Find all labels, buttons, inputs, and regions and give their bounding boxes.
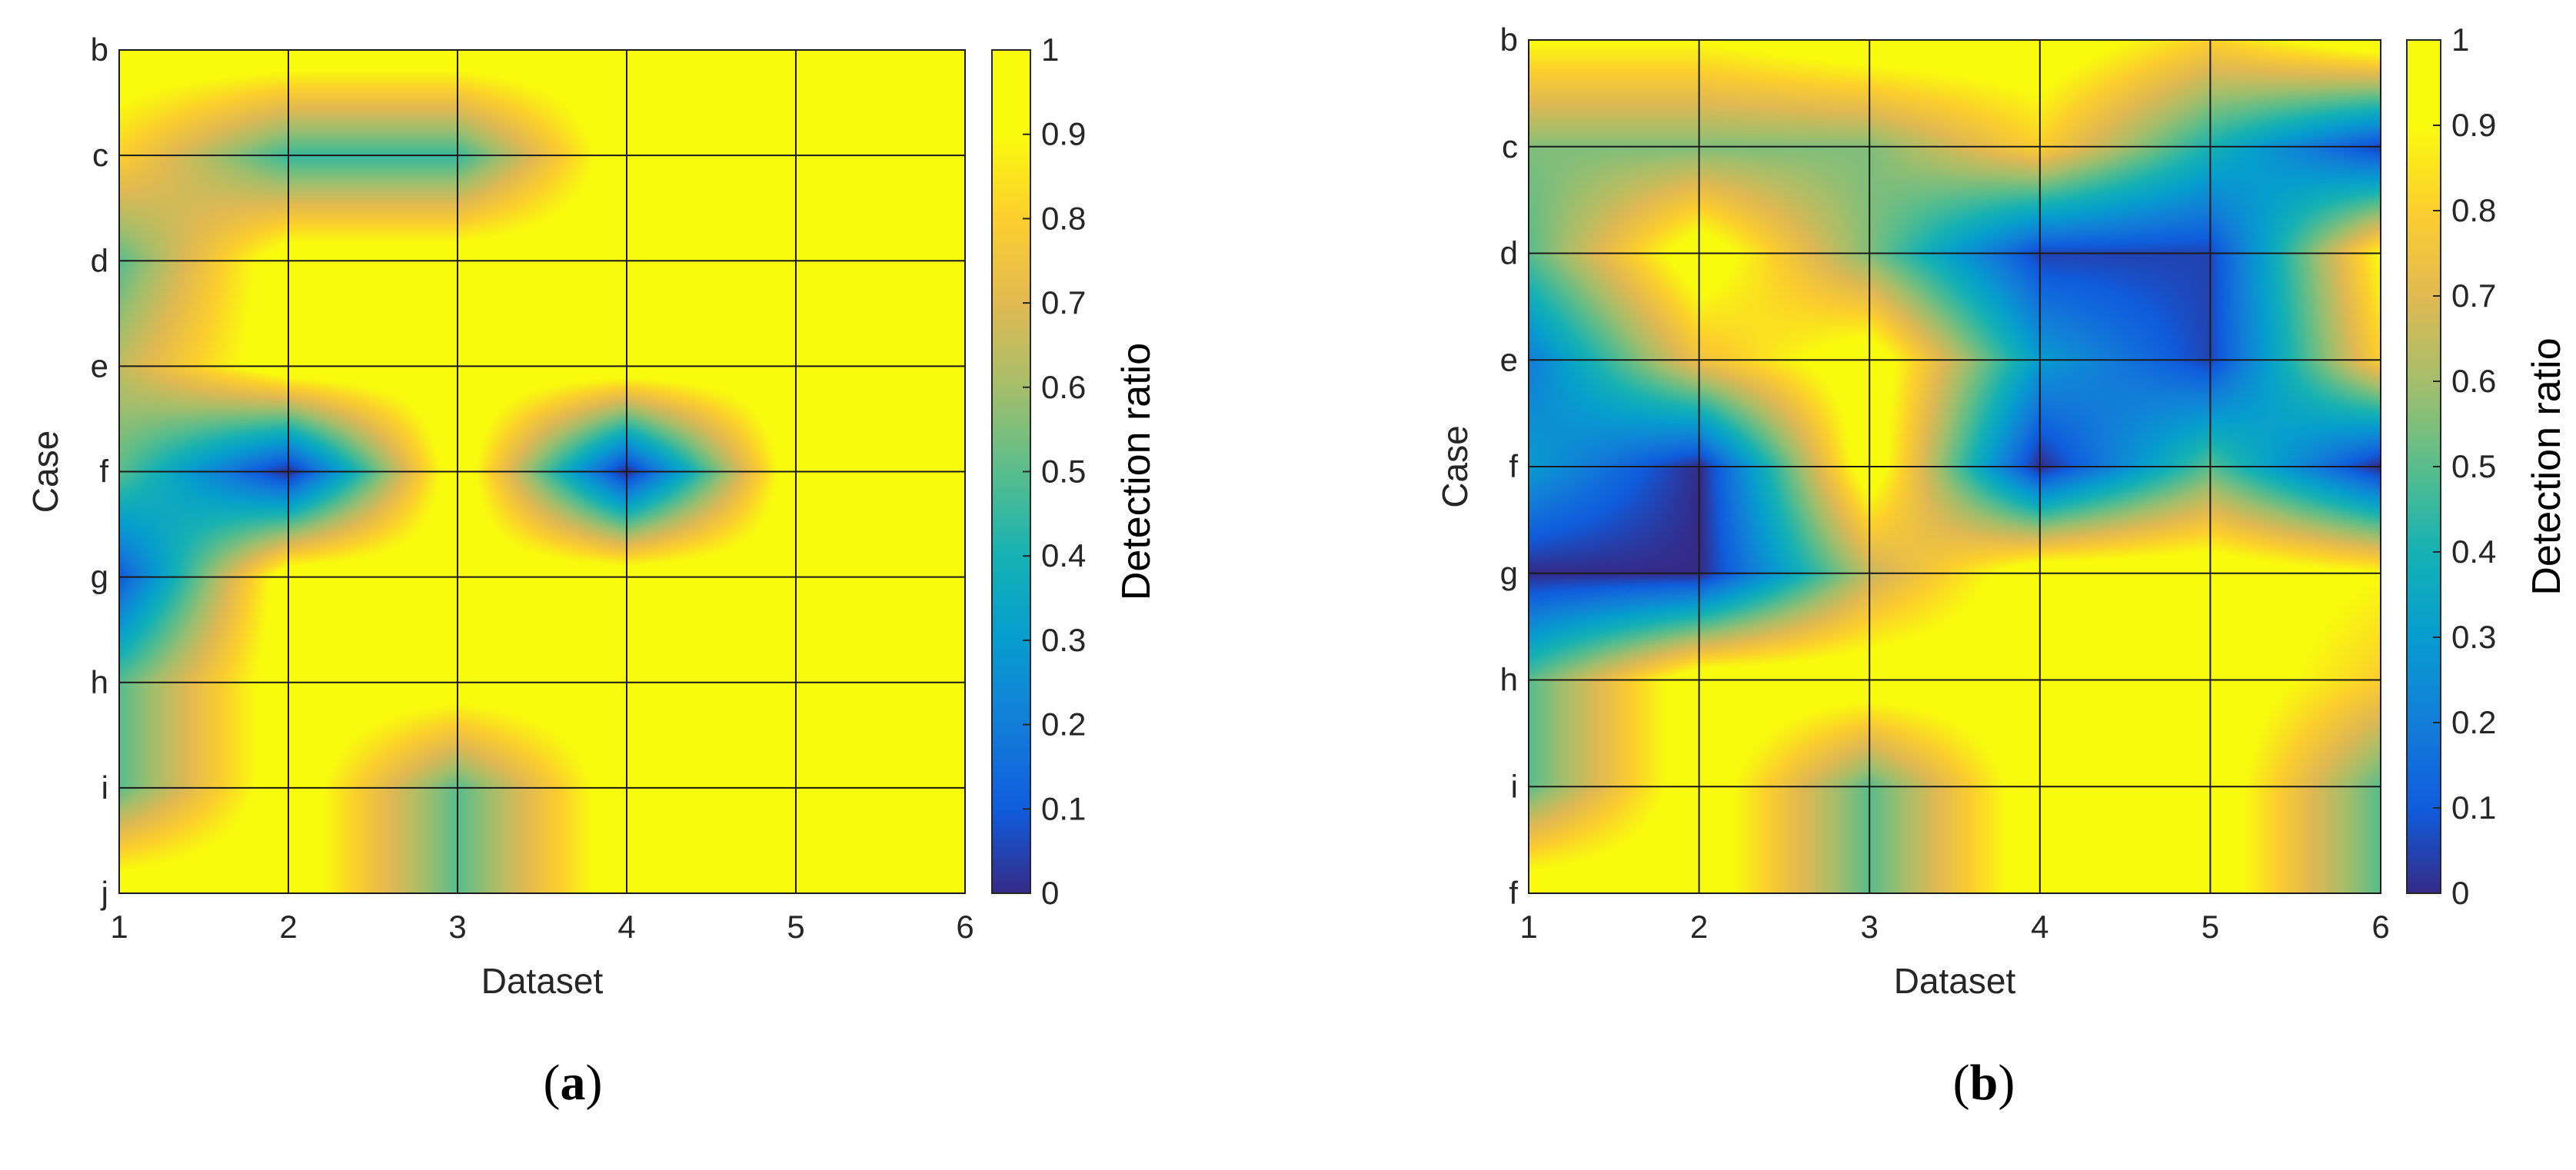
colorbar-tick-label: 0.8: [1041, 200, 1086, 236]
colorbar-tick-label: 0.2: [1041, 706, 1086, 743]
y-tick-label: f: [99, 454, 108, 490]
x-axis-label: Dataset: [1894, 961, 2016, 1001]
x-tick-label: 2: [279, 909, 297, 945]
heatmap-panel-b: 1 2 3 4 5 6 b c d e f g h i f Dataset Case 0 0.1 0.2 0.3 0.4 0…: [1435, 22, 2569, 1111]
x-tick-label: 4: [2031, 909, 2048, 945]
y-tick-label: f: [1509, 875, 1518, 911]
y-tick-label: d: [91, 242, 108, 278]
x-tick-label: 4: [617, 909, 635, 945]
x-tick-label: 5: [2202, 909, 2219, 945]
x-tick-label: 6: [2371, 909, 2389, 945]
x-tick-label: 1: [110, 909, 128, 945]
colorbar-tick-label: 0.7: [1041, 284, 1086, 321]
plot-frame: [1528, 39, 2381, 894]
y-tick-label: b: [91, 32, 108, 68]
panel-label: (a): [544, 1055, 603, 1111]
x-axis-label: Dataset: [481, 961, 604, 1001]
colorbar-tick-label: 0: [1041, 875, 1059, 911]
colorbar-tick-label: 0.2: [2451, 704, 2496, 740]
x-tick-label: 5: [787, 909, 804, 945]
y-tick-label: f: [1509, 448, 1518, 484]
colorbar-tick-label: 1: [1041, 32, 1059, 68]
colorbar-tick-label: 0: [2451, 875, 2469, 911]
colorbar-tick-label: 0.6: [1041, 369, 1086, 405]
y-tick-label: c: [92, 137, 108, 173]
y-tick-label: j: [100, 875, 108, 911]
y-tick-label: e: [1500, 341, 1518, 377]
y-tick-label: i: [1511, 768, 1518, 804]
colorbar-tick-label: 1: [2451, 22, 2469, 58]
colorbar-tick-label: 0.4: [1041, 537, 1086, 573]
x-tick-label: 2: [1690, 909, 1708, 945]
colorbar-tick-label: 0.9: [1041, 116, 1086, 152]
y-tick-label: i: [102, 769, 108, 806]
y-tick-label: g: [91, 559, 108, 595]
colorbar-tick-label: 0.5: [2451, 448, 2496, 484]
colorbar-tick-label: 0.3: [2451, 619, 2496, 655]
y-tick-label: h: [91, 664, 108, 700]
x-tick-label: 1: [1519, 909, 1537, 945]
colorbar-tick-label: 0.9: [2451, 107, 2496, 143]
colorbar-tick-label: 0.1: [1041, 790, 1086, 826]
y-tick-label: g: [1500, 555, 1518, 591]
colorbar-tick-label: 0.5: [1041, 454, 1086, 490]
colorbar-tick-label: 0.4: [2451, 533, 2496, 570]
x-tick-label: 3: [448, 909, 466, 945]
y-tick-label: h: [1500, 662, 1518, 698]
y-tick-label: c: [1502, 128, 1518, 165]
x-tick-label: 6: [956, 909, 973, 945]
panel-label: (b): [1953, 1055, 2015, 1111]
y-axis-label: Case: [1435, 425, 1475, 507]
colorbar-tick-label: 0.7: [2451, 278, 2496, 314]
colorbar-label: Detection ratio: [1114, 343, 1159, 600]
y-tick-label: d: [1500, 235, 1518, 271]
x-tick-label: 3: [1861, 909, 1879, 945]
colorbar-label: Detection ratio: [2524, 337, 2569, 595]
y-axis-label: Case: [25, 430, 65, 513]
y-tick-label: b: [1500, 22, 1518, 58]
y-tick-label: e: [91, 347, 108, 384]
colorbar-tick-label: 0.6: [2451, 363, 2496, 399]
colorbar-tick-label: 0.8: [2451, 192, 2496, 228]
colorbar-tick-label: 0.3: [1041, 622, 1086, 658]
plot-frame: [118, 49, 966, 894]
colorbar-tick-label: 0.1: [2451, 789, 2496, 826]
heatmap-panel-a: 1 2 3 4 5 6 b c d e f g h i j Dataset Case 0 0.1 0.2 0.3 0.4 0…: [25, 32, 1159, 1111]
